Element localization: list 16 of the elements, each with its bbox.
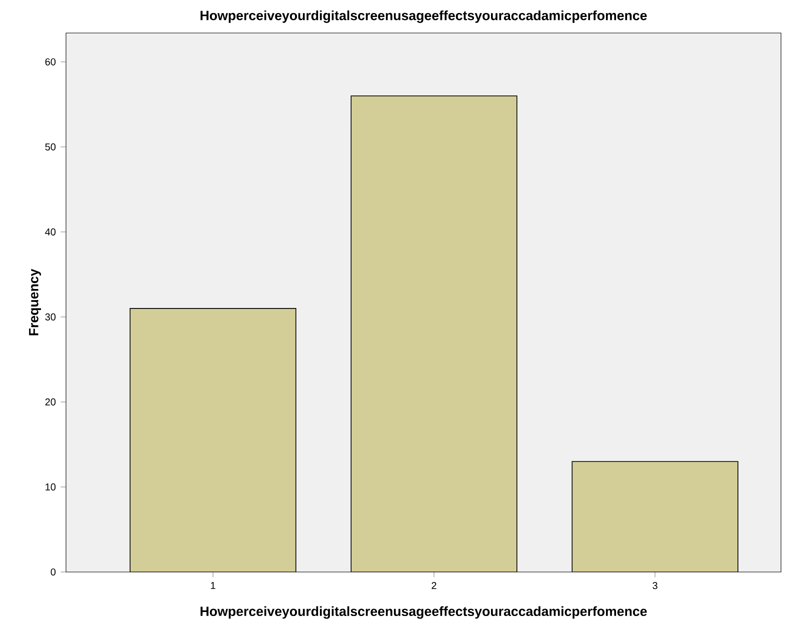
y-tick-label: 10: [46, 483, 56, 491]
y-tick-label: 50: [45, 143, 56, 150]
y-tick-label: 20: [45, 398, 56, 406]
bar: [350, 96, 518, 572]
bar: [572, 461, 738, 572]
x-tick-label: 1: [210, 582, 216, 589]
y-tick-label: 30: [45, 313, 56, 320]
y-axis-title: Frequency: [29, 268, 42, 336]
y-tick-label: 0: [50, 568, 56, 576]
x-tick-label: 3: [652, 582, 658, 590]
bar: [130, 308, 296, 572]
x-tick-label: 2: [432, 582, 436, 590]
y-tick-label: 60: [45, 58, 56, 66]
chart-title: Howperceiveyourdigitalscreenusageeffectsyouraccadamicperfomence: [200, 10, 647, 23]
y-tick-label: 40: [45, 228, 56, 236]
x-axis-title: Howperceiveyourdigitalscreenusageeffectsyouraccadamicperfomence: [200, 606, 647, 619]
